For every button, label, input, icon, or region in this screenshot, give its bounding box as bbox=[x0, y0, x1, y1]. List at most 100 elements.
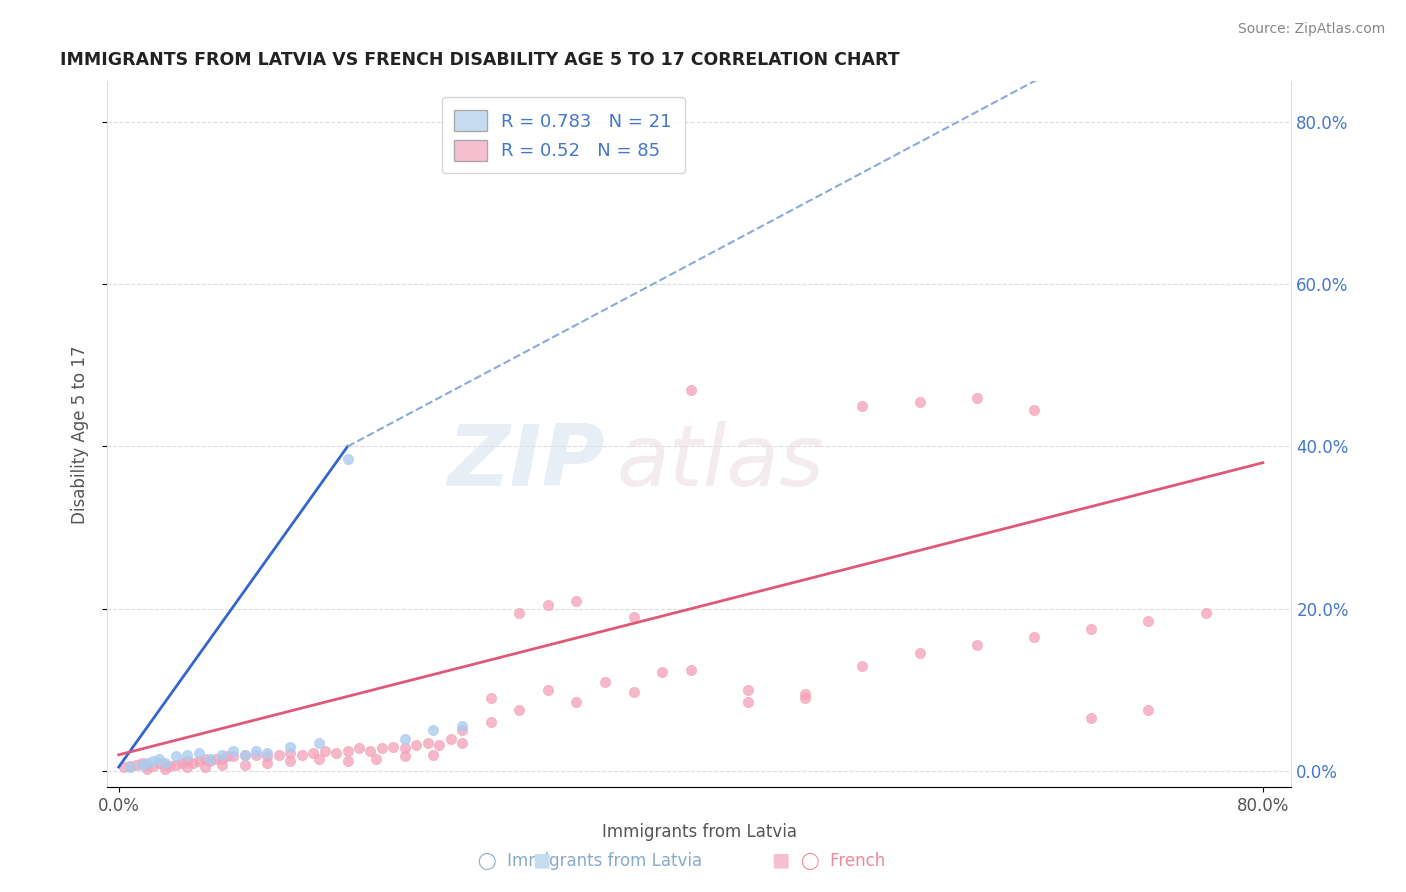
Text: atlas: atlas bbox=[616, 421, 824, 504]
Point bbox=[439, 731, 461, 746]
Point bbox=[222, 744, 245, 758]
Point bbox=[280, 754, 302, 768]
Point bbox=[233, 747, 256, 762]
Point bbox=[211, 752, 233, 766]
Point bbox=[256, 756, 278, 770]
Point bbox=[233, 757, 256, 772]
Point bbox=[187, 746, 209, 760]
Point bbox=[114, 760, 136, 774]
Point bbox=[623, 610, 645, 624]
Point bbox=[565, 695, 588, 709]
Point bbox=[280, 746, 302, 760]
Point bbox=[280, 739, 302, 754]
Point bbox=[405, 738, 427, 752]
Point bbox=[200, 752, 222, 766]
Point bbox=[851, 399, 873, 413]
Point bbox=[737, 695, 759, 709]
Point bbox=[181, 756, 204, 770]
Text: ■: ■ bbox=[770, 851, 790, 870]
Point bbox=[131, 757, 153, 772]
Point bbox=[131, 756, 153, 770]
Point bbox=[165, 749, 187, 764]
Point bbox=[371, 741, 394, 756]
Point bbox=[479, 715, 502, 730]
Point bbox=[737, 682, 759, 697]
Point bbox=[176, 754, 198, 768]
Point bbox=[148, 756, 170, 770]
Point bbox=[1137, 703, 1160, 717]
Point bbox=[623, 684, 645, 698]
Point bbox=[256, 746, 278, 760]
Point bbox=[211, 757, 233, 772]
Point bbox=[394, 741, 416, 756]
Point bbox=[325, 746, 347, 760]
Point bbox=[291, 747, 314, 762]
Point bbox=[427, 738, 450, 752]
Point bbox=[211, 747, 233, 762]
Point bbox=[908, 395, 931, 409]
Point bbox=[142, 759, 165, 773]
Point bbox=[394, 749, 416, 764]
Point bbox=[966, 391, 988, 405]
Point bbox=[1022, 630, 1045, 644]
Point bbox=[537, 598, 560, 612]
Legend: R = 0.783   N = 21, R = 0.52   N = 85: R = 0.783 N = 21, R = 0.52 N = 85 bbox=[441, 97, 685, 173]
Point bbox=[153, 756, 176, 770]
Point bbox=[1137, 614, 1160, 628]
Point bbox=[308, 752, 330, 766]
Point bbox=[142, 754, 165, 768]
Point bbox=[794, 687, 817, 701]
Point bbox=[451, 723, 474, 738]
Point bbox=[120, 759, 142, 773]
Point bbox=[382, 739, 405, 754]
Point bbox=[416, 736, 439, 750]
Point bbox=[908, 646, 931, 660]
Point bbox=[336, 451, 359, 466]
Point bbox=[966, 638, 988, 652]
Point bbox=[136, 756, 159, 770]
Point bbox=[508, 606, 530, 620]
Point bbox=[422, 723, 444, 738]
X-axis label: Immigrants from Latvia: Immigrants from Latvia bbox=[602, 823, 797, 841]
Text: ■: ■ bbox=[531, 851, 551, 870]
Point bbox=[308, 736, 330, 750]
Point bbox=[153, 757, 176, 772]
Point bbox=[422, 747, 444, 762]
Point bbox=[205, 752, 228, 766]
Point bbox=[1080, 622, 1102, 636]
Point bbox=[200, 754, 222, 768]
Point bbox=[851, 658, 873, 673]
Point bbox=[336, 744, 359, 758]
Point bbox=[394, 731, 416, 746]
Y-axis label: Disability Age 5 to 17: Disability Age 5 to 17 bbox=[72, 345, 89, 524]
Point bbox=[136, 762, 159, 776]
Point bbox=[159, 759, 181, 773]
Point bbox=[651, 665, 673, 679]
Point bbox=[193, 752, 215, 766]
Point bbox=[508, 703, 530, 717]
Point bbox=[1022, 403, 1045, 417]
Point bbox=[1195, 606, 1218, 620]
Point bbox=[193, 760, 215, 774]
Point bbox=[347, 741, 370, 756]
Point bbox=[794, 691, 817, 706]
Point bbox=[153, 762, 176, 776]
Point bbox=[245, 744, 267, 758]
Point bbox=[679, 383, 702, 397]
Point bbox=[148, 752, 170, 766]
Point bbox=[479, 691, 502, 706]
Point bbox=[165, 757, 187, 772]
Point bbox=[170, 756, 193, 770]
Point bbox=[187, 754, 209, 768]
Point bbox=[125, 757, 148, 772]
Point bbox=[565, 593, 588, 607]
Point bbox=[1080, 711, 1102, 725]
Point bbox=[120, 760, 142, 774]
Point bbox=[233, 747, 256, 762]
Point bbox=[314, 744, 336, 758]
Point bbox=[176, 747, 198, 762]
Point bbox=[176, 760, 198, 774]
Text: ZIP: ZIP bbox=[447, 421, 605, 504]
Point bbox=[451, 736, 474, 750]
Text: ◯  Immigrants from Latvia: ◯ Immigrants from Latvia bbox=[478, 852, 703, 870]
